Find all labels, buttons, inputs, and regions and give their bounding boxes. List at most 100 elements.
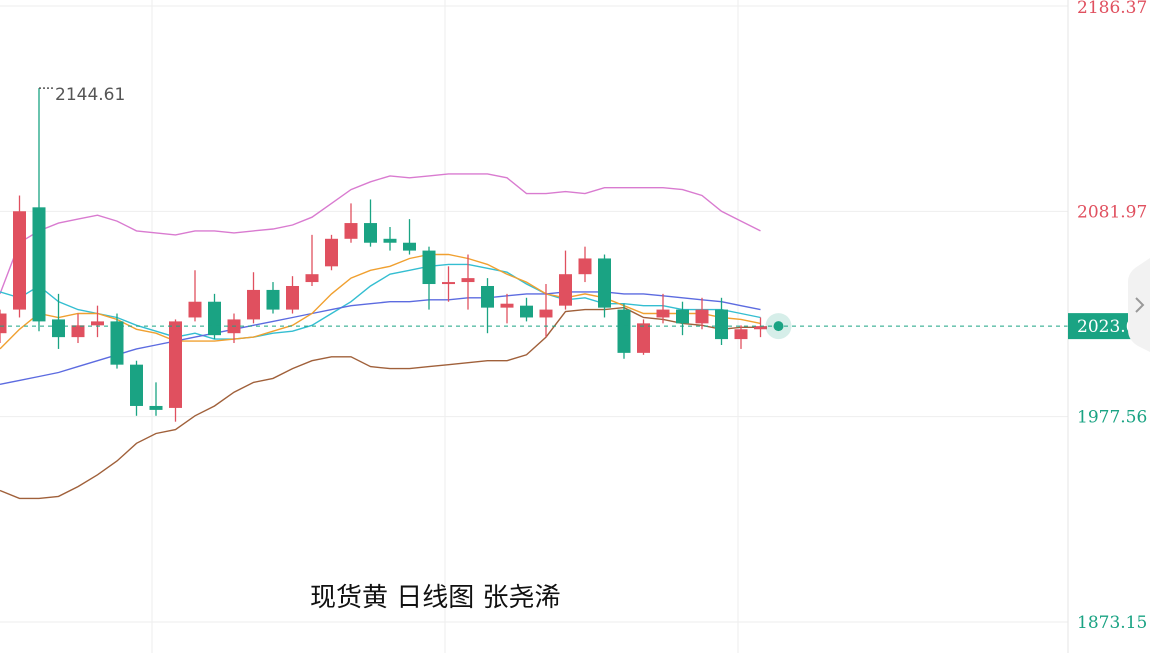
candle-body: [286, 285, 299, 310]
candle-body: [676, 309, 689, 324]
candle-body: [325, 238, 338, 267]
candle: [383, 226, 397, 251]
chevron-right-icon: [1135, 297, 1145, 313]
ma-cyan-line: [0, 263, 761, 340]
candle-body: [344, 223, 358, 239]
candle: [208, 293, 221, 340]
grid: [0, 0, 1068, 653]
candle-body: [578, 258, 592, 275]
candle: [598, 254, 611, 318]
candle-body: [383, 238, 397, 243]
candle: [344, 203, 358, 243]
candle: [325, 234, 338, 271]
candle: [520, 297, 533, 322]
candle-body: [208, 301, 221, 336]
candle-body: [500, 303, 514, 308]
candle-body: [539, 309, 553, 318]
candle: [578, 246, 592, 283]
candle: [695, 297, 709, 330]
candle-body: [442, 282, 455, 285]
candle: [539, 284, 553, 338]
overlay: 2144.61: [0, 85, 1068, 340]
candle: [91, 305, 104, 338]
candle: [286, 276, 299, 314]
candle-body: [461, 278, 475, 283]
candle-body: [656, 309, 670, 318]
candle-body: [481, 285, 494, 308]
candle-body: [617, 309, 631, 353]
candle-body: [91, 321, 104, 326]
candle: [169, 319, 182, 422]
candle: [676, 301, 689, 336]
candle: [637, 319, 650, 355]
pulse-inner: [773, 321, 784, 332]
ma-blue-line: [0, 291, 761, 385]
candle-body: [13, 211, 26, 310]
candle-body: [520, 305, 533, 318]
ma-orange-line: [0, 253, 761, 350]
candle: [110, 313, 124, 369]
candle-body: [266, 289, 280, 310]
candles: [0, 88, 767, 422]
candle: [13, 195, 26, 318]
candle: [500, 293, 514, 324]
price-label-top: 2186.37: [1077, 0, 1147, 18]
candle: [52, 293, 65, 349]
candle: [656, 293, 670, 324]
candle: [422, 246, 436, 310]
candle: [734, 325, 748, 349]
price-axis: 2186.37 2081.97 2023.60 1977.56 1873.15: [1067, 0, 1150, 653]
candle: [32, 88, 46, 332]
candle-body: [305, 274, 319, 283]
upper-band-line: [0, 173, 761, 295]
candle: [71, 313, 85, 344]
high-price-label: 2144.61: [55, 85, 125, 105]
candle: [754, 317, 767, 338]
candle: [481, 278, 494, 334]
candle-body: [403, 242, 416, 251]
candle: [188, 270, 202, 322]
candle: [617, 303, 631, 359]
candle: [715, 297, 728, 345]
candle-body: [130, 364, 143, 406]
candle-body: [422, 250, 436, 285]
candle-body: [754, 326, 767, 330]
high-marker: 2144.61: [39, 85, 125, 105]
candle: [305, 234, 319, 286]
indicator-lines: [0, 173, 761, 500]
candle: [364, 199, 377, 247]
candle-body: [247, 289, 260, 320]
lower-band-line: [0, 306, 761, 500]
candle: [130, 360, 143, 416]
candle-body: [734, 329, 748, 340]
price-label-bottom: 1873.15: [1077, 613, 1147, 633]
candle-body: [110, 321, 124, 365]
candle-body: [188, 301, 202, 318]
candle-body: [0, 313, 7, 334]
candle: [559, 250, 572, 310]
candle-body: [52, 319, 65, 338]
candle-body: [169, 321, 182, 408]
candle-body: [32, 207, 46, 322]
candle: [442, 266, 455, 302]
candle-body: [598, 258, 611, 308]
candle: [461, 254, 475, 310]
candle-body: [637, 323, 650, 353]
current-price-pulse: [765, 313, 792, 340]
candle: [266, 282, 280, 314]
candle: [403, 219, 416, 255]
price-label-1977: 1977.56: [1077, 408, 1147, 428]
price-label-2081: 2081.97: [1077, 202, 1147, 222]
candle-body: [364, 223, 377, 243]
candle-body: [71, 325, 85, 338]
candle: [149, 382, 163, 416]
candle-body: [149, 405, 163, 410]
candle: [247, 272, 260, 324]
chart-title: 现货黄 日线图 张尧浠: [310, 583, 561, 613]
candle-body: [715, 309, 728, 340]
candle-body: [695, 309, 709, 324]
scroll-right-handle[interactable]: [1128, 258, 1150, 352]
candle: [0, 309, 7, 344]
